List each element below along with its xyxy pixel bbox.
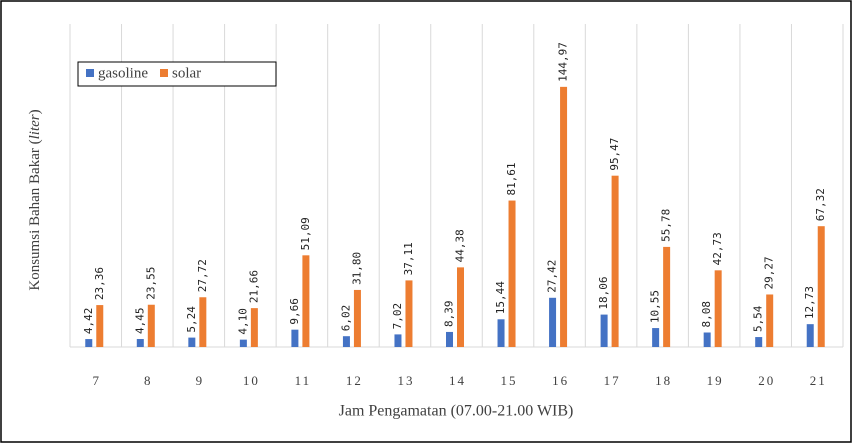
data-label: 44,38 [454, 229, 467, 262]
data-label: 5,54 [752, 305, 765, 332]
bar [342, 336, 350, 347]
bar [353, 289, 361, 347]
data-label: 23,55 [144, 267, 157, 300]
data-label: 67,32 [814, 188, 827, 221]
y-axis-title-unit: liter [27, 114, 43, 139]
x-tick-label: 15 [501, 373, 518, 388]
y-axis-title-part: ) [27, 109, 43, 114]
data-label: 81,61 [505, 162, 518, 195]
bar [291, 329, 299, 347]
bar [714, 270, 722, 347]
x-tick-label: 11 [295, 373, 312, 388]
x-tick-label: 14 [449, 373, 466, 388]
data-label: 10,55 [649, 290, 662, 323]
data-label: 12,73 [803, 286, 816, 319]
x-tick-label: 19 [707, 373, 724, 388]
bar [703, 332, 711, 347]
bar [508, 200, 516, 347]
y-axis-title: Konsumsi Bahan Bakar (liter) [27, 109, 43, 290]
bar [136, 339, 144, 347]
x-tick-label: 9 [196, 373, 205, 388]
bar [766, 294, 774, 347]
data-label: 31,80 [350, 252, 363, 285]
legend-swatch [86, 69, 94, 77]
x-tick-label: 13 [397, 373, 414, 388]
x-tick-label: 10 [243, 373, 260, 388]
data-label: 29,27 [763, 256, 776, 289]
x-tick-label: 16 [552, 373, 569, 388]
data-label: 4,42 [82, 308, 95, 335]
data-label: 27,72 [196, 259, 209, 292]
data-label: 5,24 [185, 306, 198, 333]
data-label: 7,02 [391, 303, 404, 330]
data-label: 15,44 [494, 281, 507, 314]
bar [302, 255, 310, 347]
data-label: 18,06 [597, 276, 610, 309]
data-label: 42,73 [711, 232, 724, 265]
x-tick-label: 18 [655, 373, 672, 388]
x-tick-label: 8 [144, 373, 153, 388]
data-label: 4,10 [236, 308, 249, 335]
x-tick-label: 12 [346, 373, 363, 388]
bar [239, 339, 247, 347]
data-label: 23,36 [93, 267, 106, 300]
x-tick-label: 7 [93, 373, 102, 388]
bar [188, 337, 196, 347]
x-axis-title: Jam Pengamatan (07.00-21.00 WIB) [339, 403, 574, 420]
bar [250, 308, 258, 347]
bar [600, 314, 608, 347]
legend-box [77, 61, 277, 87]
bar [817, 226, 825, 347]
bar [96, 305, 104, 347]
bar [446, 331, 453, 347]
data-label: 55,78 [660, 209, 673, 242]
bar [663, 246, 671, 347]
bar [405, 280, 413, 347]
bar [457, 267, 464, 347]
x-tick-label: 20 [758, 373, 775, 388]
data-label: 27,42 [546, 260, 559, 293]
bar [652, 328, 660, 347]
data-label: 9,66 [288, 298, 301, 325]
bar [199, 297, 207, 347]
bar [549, 297, 557, 347]
legend-label: solar [172, 65, 201, 81]
bar [394, 334, 402, 347]
y-axis-title-part: Konsumsi Bahan Bakar ( [27, 139, 43, 290]
data-label: 4,45 [133, 308, 146, 335]
data-label: 21,66 [247, 270, 260, 303]
bar [85, 339, 93, 347]
data-label: 6,02 [339, 305, 352, 332]
data-label: 37,11 [402, 242, 415, 275]
legend-swatch [160, 69, 168, 77]
x-tick-label: 17 [604, 373, 621, 388]
data-label: 8,39 [443, 300, 456, 327]
bar [755, 337, 763, 347]
data-label: 144,97 [557, 42, 570, 82]
x-tick-label: 21 [810, 373, 827, 388]
data-label: 95,47 [608, 138, 621, 171]
bar [147, 304, 155, 347]
bar [497, 319, 505, 347]
data-label: 8,08 [700, 301, 713, 328]
data-label: 51,09 [299, 217, 312, 250]
legend-label: gasoline [98, 65, 148, 81]
bar [611, 175, 619, 347]
bar [806, 324, 814, 347]
bar [560, 86, 568, 348]
